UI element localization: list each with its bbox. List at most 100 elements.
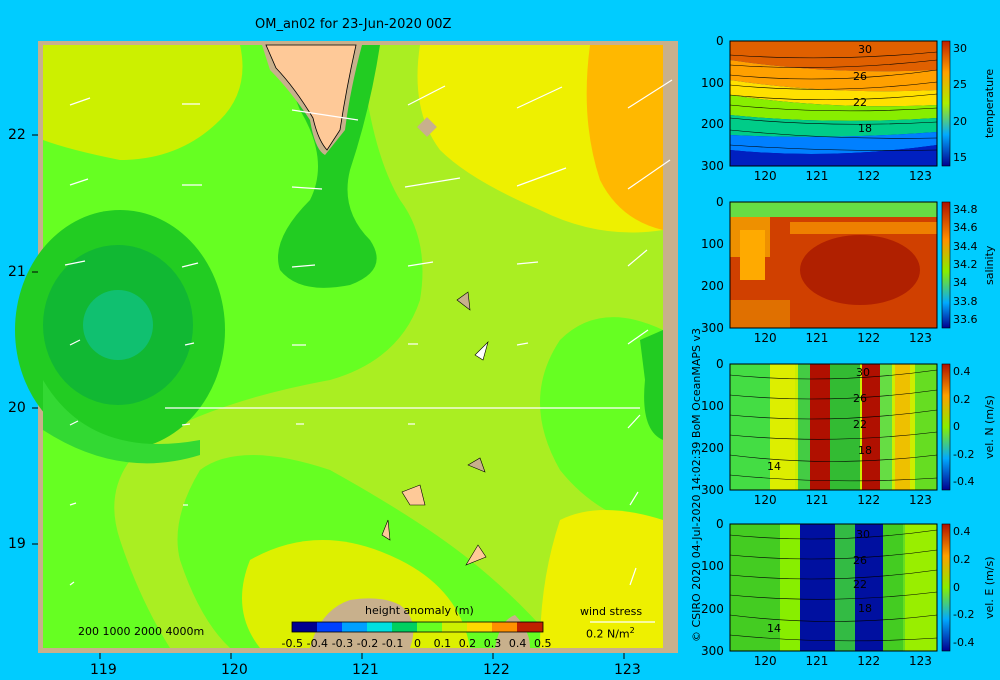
panel-ytick: 100 (701, 237, 724, 251)
panel-ytick: 200 (701, 117, 724, 132)
panel-xtick: 123 (908, 331, 932, 345)
colorbar-tick-label: -0.2 (356, 637, 379, 650)
contour-label: 26 (853, 70, 867, 83)
panel-cbar-tick: 0.2 (953, 552, 971, 566)
panel-cbar-tick: 0.4 (953, 365, 971, 378)
panel-cbar-tick: 0 (953, 420, 960, 433)
panel-ytick: 300 (701, 159, 724, 173)
land-taiwan (265, 44, 357, 151)
panel-xtick: 122 (857, 331, 881, 345)
island-4 (467, 457, 486, 473)
panel-cbar-label: salinity (983, 245, 996, 285)
map-xtick: 123 (614, 662, 641, 678)
panel-xtick: 122 (857, 654, 881, 668)
panel-cbar-tick: 25 (953, 78, 967, 92)
panel-cbar-tick: 34.8 (953, 203, 978, 216)
panel-cbar-tick: 0.2 (953, 392, 971, 406)
panel-ytick: 100 (701, 75, 724, 90)
anomaly-region-yellow-s (242, 540, 470, 648)
island-7 (465, 544, 487, 566)
map-xtick: 122 (483, 662, 510, 678)
panel-cbar-tick: -0.2 (953, 608, 975, 622)
panel-cbar-tick: 34.4 (953, 239, 978, 253)
panel-cbar-tick: 30 (953, 42, 967, 55)
panel-cbar-tick: 33.6 (953, 313, 978, 326)
map-xtick: 120 (221, 662, 248, 678)
island-6 (381, 519, 391, 541)
contour-label: 22 (853, 96, 867, 109)
panel-ytick: 300 (701, 483, 724, 497)
panel-xtick: 123 (908, 654, 932, 668)
panel-ytick: 300 (701, 321, 724, 335)
panel-cbar-tick: 34.2 (953, 258, 978, 271)
panel-cbar-tick: -0.4 (953, 475, 975, 488)
panel-cbar-label: temperature (983, 68, 996, 138)
anomaly-region-orange-ne (586, 45, 663, 230)
colorbar-tick-label: -0.1 (381, 637, 404, 650)
panel-cbar-tick: -0.4 (953, 636, 975, 649)
panel-ytick: 0 (716, 517, 724, 531)
colorbar-tick-label: 0.3 (483, 637, 502, 650)
colorbar-tick-label: -0.3 (331, 637, 354, 650)
map-xtick: 121 (352, 662, 379, 678)
contour-label: 30 (856, 528, 870, 541)
panel-salinity (729, 201, 951, 329)
panel-xtick: 120 (753, 654, 777, 668)
colorbar-tick-label: -0.5 (281, 637, 303, 650)
wind-stress-label: wind stress (580, 605, 643, 618)
panel-ytick: 100 (701, 399, 724, 413)
wind-vectors (64, 79, 673, 623)
panel-xtick: 120 (753, 169, 777, 183)
panel-cbar-tick: 20 (953, 114, 967, 128)
panel-xtick: 123 (908, 169, 932, 183)
panel-ytick: 0 (716, 357, 724, 371)
contour-label: 14 (767, 622, 781, 635)
map-ytick: 19 (8, 536, 26, 552)
map-ytick: 21 (8, 264, 26, 280)
panel-xtick: 121 (805, 169, 829, 183)
panel-cbar-tick: 0.4 (953, 525, 971, 538)
panel-vel-e (729, 523, 951, 652)
anomaly-region-green-east (640, 330, 663, 440)
panel-ytick: 0 (716, 195, 724, 209)
contour-label: 22 (853, 578, 867, 591)
panel-xtick: 122 (857, 493, 881, 507)
anomaly-region-green-west-lower (43, 380, 200, 464)
contour-label: 26 (853, 554, 867, 567)
contour-label: 18 (858, 602, 872, 615)
panel-ytick: 300 (701, 644, 724, 658)
depth-legend: 200 1000 2000 4000m (78, 625, 205, 638)
panel-temperature (729, 40, 951, 167)
map-xtick: 119 (90, 662, 117, 678)
panel-xtick: 123 (908, 493, 932, 507)
colorbar-tick-label: 0.1 (433, 637, 452, 650)
panel-xtick: 120 (753, 331, 777, 345)
panel-cbar-tick: 34.6 (953, 221, 978, 235)
panel-cbar-tick: 34 (953, 276, 967, 290)
panel-cbar-label: vel. E (m/s) (983, 556, 996, 619)
panel-xtick: 120 (753, 493, 777, 507)
height-anomaly-colorbar (291, 621, 544, 633)
map-title: OM_an02 for 23-Jun-2020 00Z (255, 17, 452, 32)
anomaly-region-green-west-core (83, 290, 153, 360)
contour-label: 30 (858, 43, 872, 56)
panel-vel-n (729, 363, 951, 491)
panel-xtick: 121 (805, 493, 829, 507)
panel-xtick: 121 (805, 331, 829, 345)
anomaly-region-yellow-se (540, 510, 663, 648)
contour-label: 26 (853, 392, 867, 405)
colorbar-tick-label: 0 (414, 637, 421, 650)
colorbar-tick-label: -0.4 (306, 637, 329, 650)
panel-cbar-tick: 33.8 (953, 294, 978, 308)
island-2 (456, 291, 471, 311)
panel-cbar-tick: 0 (953, 580, 960, 594)
wind-stress-unit-sup: 2 (629, 626, 635, 635)
colorbar-tick-label: 0.2 (458, 637, 477, 650)
wind-stress-scale: 0.2 N/m2 (586, 626, 635, 641)
colorbar-tick-label: 0.4 (508, 637, 527, 650)
anomaly-region-yellow-nw (43, 45, 243, 160)
contour-label: 18 (858, 122, 872, 135)
